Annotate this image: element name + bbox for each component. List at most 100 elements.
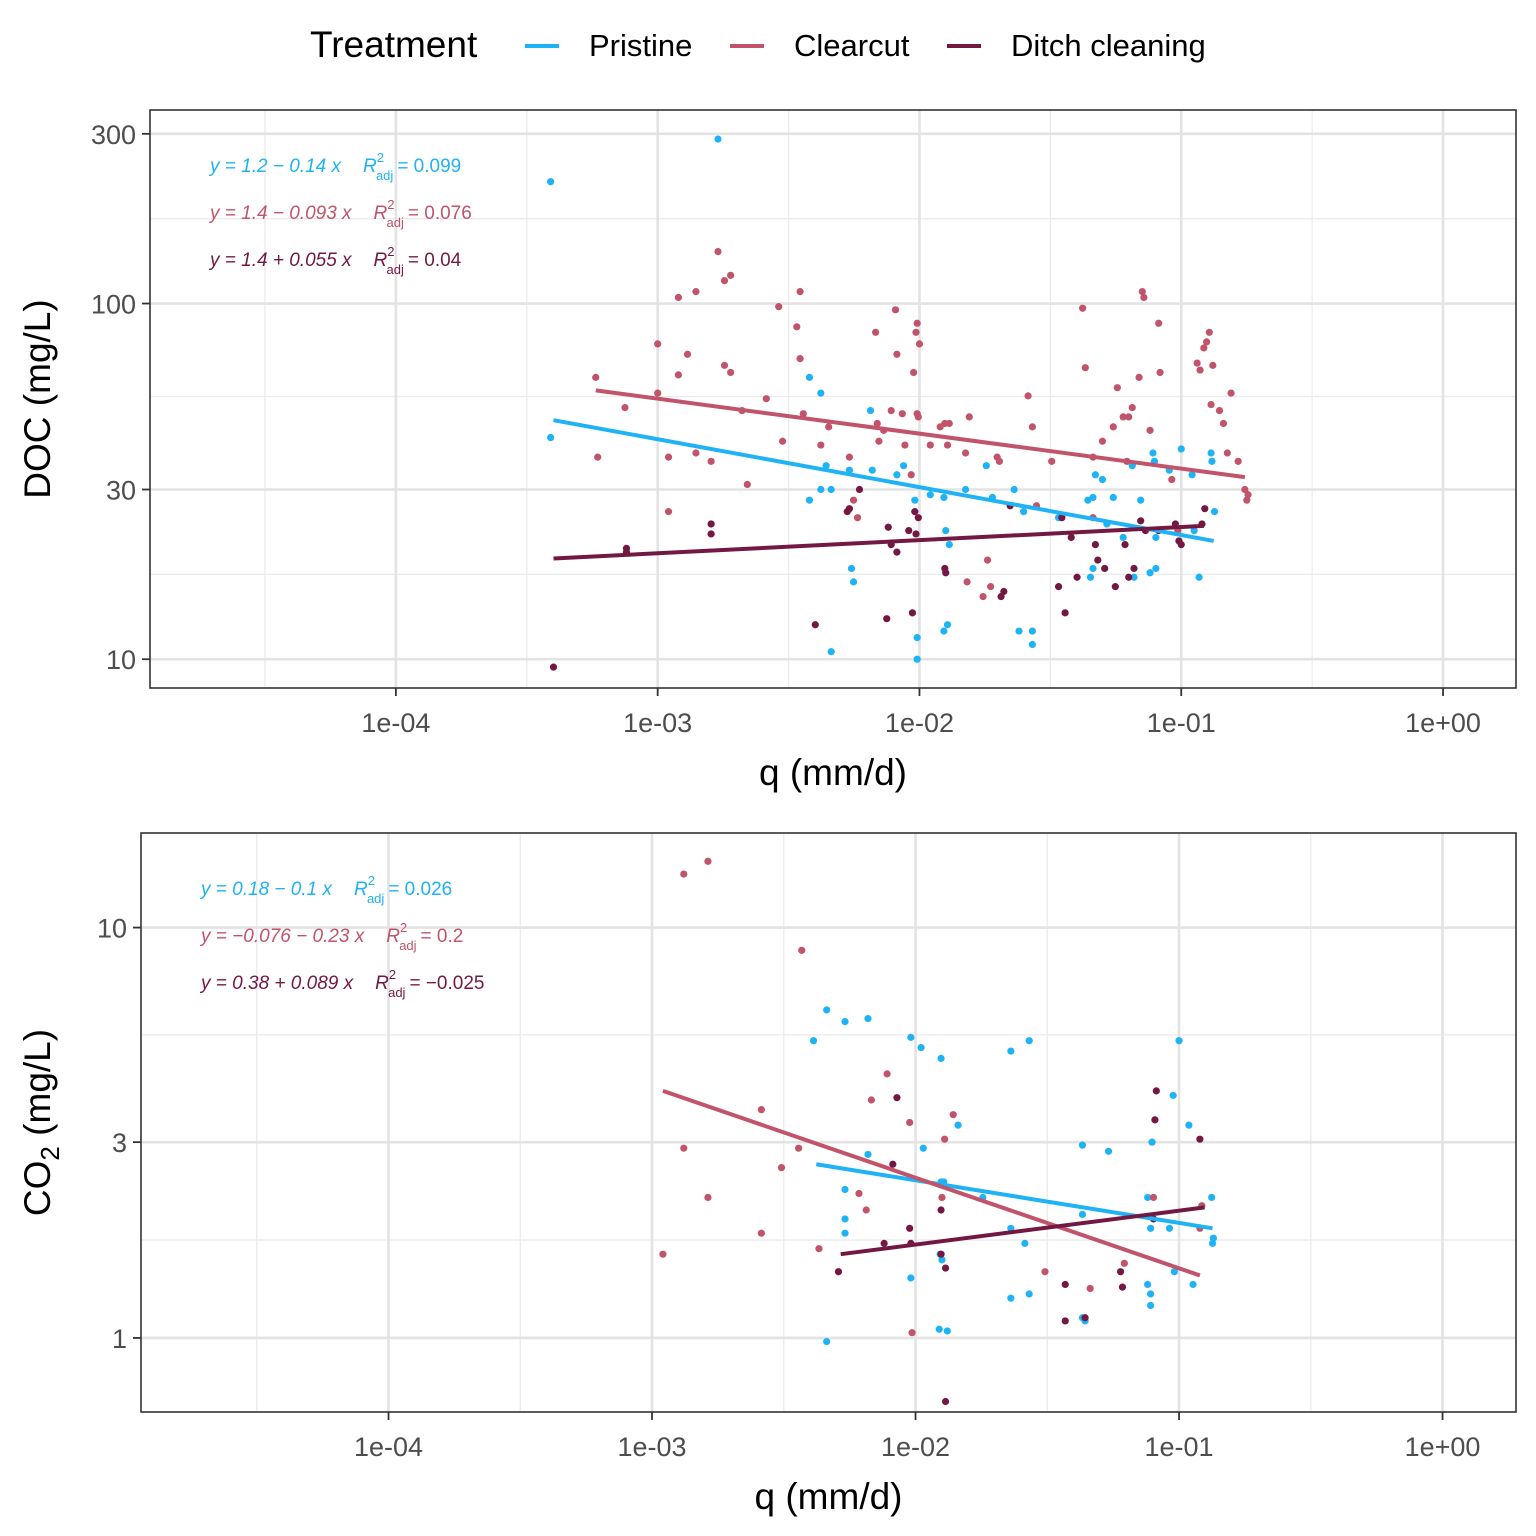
data-point	[912, 530, 920, 538]
data-point	[937, 1206, 945, 1214]
data-point	[1243, 496, 1251, 504]
x-tick-label: 1e-01	[1145, 1432, 1214, 1462]
x-tick-label: 1e+00	[1405, 708, 1481, 738]
data-point	[1223, 449, 1231, 457]
regression-equation: y = 1.4 − 0.093 x R2 adj = 0.076	[208, 197, 472, 230]
data-point	[1147, 1290, 1155, 1298]
data-point	[714, 247, 722, 256]
data-point	[937, 1250, 945, 1258]
data-point	[817, 485, 825, 494]
data-point	[1146, 426, 1154, 434]
data-point	[841, 1185, 849, 1194]
y-tick-label: 10	[106, 645, 136, 675]
data-point	[868, 466, 876, 474]
y-tick-label: 300	[91, 120, 136, 150]
data-point	[1144, 1280, 1152, 1289]
data-point	[815, 1245, 823, 1253]
y-axis-title: CO2 (mg/L)	[17, 1029, 65, 1216]
data-point	[1208, 457, 1216, 465]
legend: Treatment Pristine Clearcut Ditch cleani…	[0, 0, 1536, 90]
legend-title: Treatment	[310, 24, 478, 65]
data-point	[1121, 541, 1129, 549]
data-point	[887, 406, 895, 415]
data-point	[979, 592, 987, 601]
data-point	[1188, 471, 1196, 479]
data-point	[549, 663, 558, 671]
data-point	[898, 410, 906, 418]
x-tick-label: 1e-04	[361, 708, 430, 738]
data-point	[1089, 564, 1097, 573]
data-point	[872, 328, 880, 336]
panel-2: 1e-04 1e-03 1e-02 1e-01 1e+00 1 3 10 q (mm/d) CO2…	[17, 832, 1517, 1517]
data-point	[1104, 1147, 1113, 1155]
data-point	[1241, 485, 1249, 494]
data-point	[883, 615, 891, 623]
data-point	[855, 1189, 863, 1198]
data-point	[1073, 573, 1081, 581]
data-point	[901, 441, 909, 449]
data-point	[907, 1033, 915, 1041]
data-point	[1010, 485, 1018, 494]
data-point	[1147, 1224, 1155, 1232]
data-point	[1025, 1037, 1033, 1045]
data-point	[908, 1329, 916, 1337]
data-point	[1086, 1284, 1094, 1293]
data-point	[1078, 1141, 1087, 1149]
data-point	[757, 1229, 765, 1237]
data-point	[1168, 475, 1176, 484]
data-point	[704, 857, 712, 865]
data-point	[1165, 1224, 1174, 1232]
fit-line-pristine	[815, 1162, 1213, 1231]
data-point	[822, 462, 830, 470]
data-point	[873, 419, 881, 428]
data-point	[1048, 457, 1056, 465]
legend-label-ditch-cleaning: Ditch cleaning	[1011, 28, 1206, 63]
legend-key-ditch-cleaning	[947, 44, 981, 48]
data-point	[707, 520, 715, 528]
data-point	[1195, 573, 1203, 581]
data-point	[1200, 344, 1208, 352]
panel-1: 1e-04 1e-03 1e-02 1e-01 1e+00 10 30 100 300 q (mm…	[17, 109, 1517, 793]
data-point	[1170, 1268, 1178, 1276]
data-point	[757, 1106, 765, 1114]
data-point	[1098, 437, 1107, 445]
regression-equation: y = 0.18 − 0.1 x R2 adj = 0.026	[199, 873, 452, 906]
data-point	[941, 1264, 950, 1272]
data-point	[664, 508, 673, 516]
data-point	[1149, 449, 1157, 457]
data-point	[1210, 508, 1219, 516]
data-point	[664, 453, 673, 461]
data-point	[1119, 413, 1127, 421]
y-tick-label: 1	[112, 1324, 127, 1354]
data-point	[893, 1094, 901, 1102]
data-point	[1208, 1239, 1217, 1247]
x-tick-label: 1e-02	[881, 1432, 950, 1462]
data-point	[961, 449, 970, 457]
x-axis-title: q (mm/d)	[759, 752, 907, 793]
y-tick-label: 100	[91, 290, 136, 320]
data-point	[1209, 361, 1217, 369]
data-point	[1205, 328, 1213, 336]
data-point	[654, 389, 662, 397]
x-tick-label: 1e-03	[617, 1432, 686, 1462]
data-point	[692, 449, 700, 457]
data-point	[594, 453, 602, 461]
data-point	[1098, 475, 1107, 484]
data-point	[845, 453, 854, 461]
data-point	[1067, 533, 1075, 542]
data-point	[1215, 406, 1224, 415]
data-point	[1091, 471, 1100, 479]
data-point	[1089, 493, 1097, 502]
data-point	[775, 303, 783, 311]
data-point	[1130, 573, 1138, 581]
data-point	[1203, 338, 1211, 346]
data-point	[720, 276, 729, 285]
series-clearcut	[592, 247, 1252, 601]
data-point	[995, 457, 1003, 465]
fit-line-pristine	[553, 418, 1215, 543]
data-point	[811, 621, 819, 629]
data-point	[1146, 569, 1154, 577]
data-point	[1151, 1116, 1159, 1124]
regression-equation: y = 1.4 + 0.055 x R2 adj = 0.04	[208, 244, 462, 277]
y-tick-label: 3	[112, 1128, 127, 1158]
